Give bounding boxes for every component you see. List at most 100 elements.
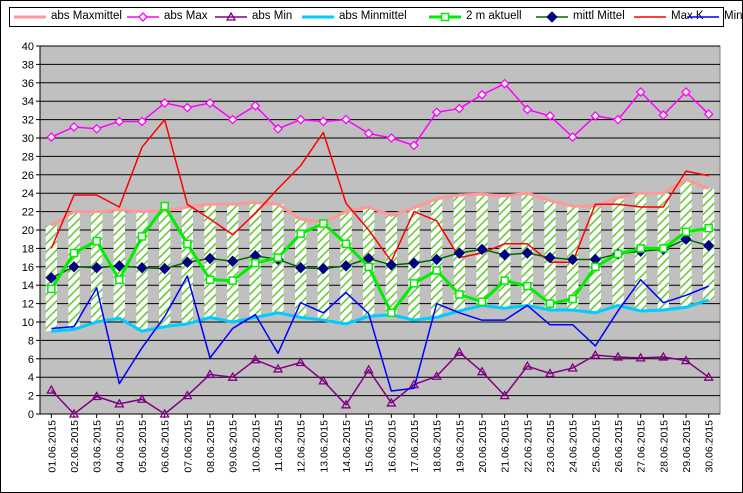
x-tick-label: 21.06.2015	[500, 420, 512, 473]
data-point	[545, 299, 555, 308]
x-tick-label: 30.06.2015	[704, 420, 716, 473]
data-point	[364, 262, 373, 272]
data-point	[136, 393, 148, 403]
data-point	[204, 252, 216, 265]
data-point	[566, 253, 579, 266]
data-point	[431, 370, 442, 380]
data-point	[318, 375, 329, 385]
data-point	[136, 262, 148, 274]
series-min-k	[51, 275, 709, 392]
data-point	[69, 122, 79, 132]
data-point	[251, 258, 260, 268]
y-tick-label: 14	[22, 280, 34, 292]
y-tick-label: 0	[28, 409, 34, 421]
legend-swatch	[14, 15, 46, 19]
data-point	[522, 104, 533, 115]
data-point	[47, 284, 56, 294]
data-point	[45, 272, 58, 284]
data-point	[521, 247, 534, 259]
data-point	[408, 257, 420, 269]
data-point	[385, 259, 398, 271]
data-point	[681, 87, 691, 97]
data-point	[704, 223, 713, 233]
data-point	[114, 398, 125, 408]
x-tick-label: 03.06.2015	[92, 420, 104, 473]
y-tick-label: 24	[22, 188, 34, 200]
data-point	[159, 98, 170, 108]
data-point	[317, 262, 330, 275]
data-point	[590, 349, 601, 359]
legend-marker	[138, 12, 148, 22]
legend-marker	[225, 11, 237, 21]
data-point	[341, 239, 351, 249]
series-max-k	[50, 118, 709, 263]
data-point	[340, 260, 352, 272]
x-tick-label: 12.06.2015	[296, 420, 308, 473]
data-point	[295, 114, 306, 125]
data-point	[205, 275, 215, 284]
x-tick-label: 28.06.2015	[658, 420, 670, 473]
data-point	[568, 294, 577, 304]
data-point	[91, 391, 102, 401]
data-point	[545, 111, 555, 121]
series-abs-max	[46, 78, 714, 151]
data-point	[680, 233, 692, 245]
legend-label: abs Min	[252, 10, 293, 22]
data-point	[455, 290, 464, 299]
data-point	[68, 261, 80, 273]
x-tick-label: 26.06.2015	[613, 420, 625, 473]
x-tick-label: 06.06.2015	[160, 420, 172, 473]
data-point	[498, 249, 511, 261]
x-tick-label: 24.06.2015	[568, 420, 580, 473]
data-point	[477, 297, 487, 307]
data-point	[591, 262, 600, 272]
data-point	[659, 244, 668, 253]
data-point	[137, 116, 147, 127]
legend-swatch	[127, 12, 159, 22]
series-abs-min	[46, 347, 714, 418]
data-point	[387, 308, 396, 318]
data-point	[296, 229, 305, 238]
x-tick-label: 20.06.2015	[477, 420, 489, 473]
data-point	[250, 354, 261, 364]
y-tick-label: 16	[22, 262, 34, 274]
legend-marker	[440, 12, 450, 22]
legend-label: Min K	[724, 10, 743, 22]
data-point	[92, 236, 101, 246]
data-point	[476, 366, 488, 376]
legend-swatch	[687, 16, 719, 18]
y-tick-label: 20	[22, 225, 34, 237]
data-point	[68, 408, 80, 418]
x-tick-label: 05.06.2015	[137, 420, 149, 473]
data-point	[273, 253, 283, 262]
y-tick-label: 32	[22, 115, 34, 127]
data-point	[635, 352, 646, 362]
y-tick-label: 40	[22, 41, 34, 53]
chart-legend: abs Maxmittel abs Max abs Min abs Minmittel…	[9, 7, 743, 27]
data-point	[612, 351, 624, 361]
x-tick-label: 08.06.2015	[205, 420, 217, 473]
data-point	[205, 98, 215, 108]
x-tick-label: 07.06.2015	[182, 420, 194, 473]
data-point	[500, 276, 509, 285]
data-point	[182, 390, 193, 400]
data-point	[114, 116, 125, 127]
data-point	[273, 123, 283, 134]
data-point	[115, 275, 124, 284]
data-point	[228, 276, 237, 285]
series-abs-minmittel	[51, 298, 710, 333]
data-point	[91, 123, 102, 134]
y-tick-label: 8	[28, 335, 34, 347]
data-point	[227, 371, 238, 381]
y-tick-label: 6	[28, 354, 34, 366]
data-point	[430, 253, 443, 266]
data-point	[522, 360, 533, 370]
data-point	[226, 255, 239, 267]
legend-label: abs Minmittel	[339, 10, 407, 22]
data-point	[294, 262, 307, 274]
data-point	[454, 347, 465, 357]
data-point	[341, 114, 351, 125]
data-point	[635, 87, 646, 97]
data-point	[454, 103, 465, 114]
